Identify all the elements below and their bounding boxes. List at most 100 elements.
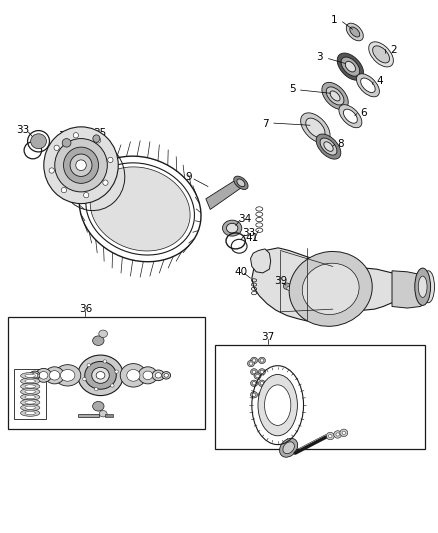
Bar (14, 369, 46, 419)
Ellipse shape (289, 252, 372, 326)
Text: 34: 34 (58, 131, 71, 141)
Bar (78, 414, 99, 417)
Ellipse shape (265, 385, 291, 425)
Ellipse shape (76, 160, 86, 171)
Text: 7: 7 (261, 119, 268, 128)
Ellipse shape (103, 360, 106, 363)
Ellipse shape (339, 104, 362, 128)
Ellipse shape (260, 382, 264, 385)
Ellipse shape (54, 365, 81, 386)
Ellipse shape (44, 127, 118, 204)
Ellipse shape (415, 268, 431, 305)
Ellipse shape (322, 83, 348, 109)
Ellipse shape (87, 364, 91, 367)
Ellipse shape (103, 180, 108, 185)
Ellipse shape (342, 431, 346, 434)
Ellipse shape (95, 138, 101, 143)
Ellipse shape (32, 373, 38, 378)
Text: 6: 6 (360, 108, 367, 118)
Ellipse shape (21, 389, 40, 395)
Ellipse shape (251, 369, 258, 375)
Ellipse shape (90, 167, 190, 251)
Ellipse shape (85, 361, 116, 389)
Ellipse shape (357, 74, 379, 97)
Ellipse shape (258, 375, 297, 436)
Bar (105, 414, 113, 417)
Ellipse shape (120, 364, 146, 387)
Ellipse shape (21, 373, 40, 379)
Ellipse shape (25, 411, 35, 415)
Ellipse shape (25, 385, 35, 388)
Ellipse shape (61, 188, 67, 193)
Polygon shape (252, 248, 402, 321)
Ellipse shape (334, 431, 342, 438)
Text: 5: 5 (289, 84, 296, 94)
Ellipse shape (247, 360, 254, 367)
Ellipse shape (108, 157, 113, 163)
Ellipse shape (78, 355, 124, 395)
Ellipse shape (39, 372, 48, 379)
Ellipse shape (316, 134, 341, 159)
Ellipse shape (83, 377, 86, 381)
Ellipse shape (350, 27, 360, 37)
Ellipse shape (127, 369, 140, 381)
Ellipse shape (260, 370, 264, 374)
Text: 8: 8 (337, 139, 344, 149)
Ellipse shape (258, 380, 265, 386)
Ellipse shape (422, 271, 434, 303)
Ellipse shape (64, 147, 99, 183)
Ellipse shape (336, 433, 339, 436)
Ellipse shape (360, 78, 375, 93)
Ellipse shape (251, 392, 258, 398)
Ellipse shape (25, 379, 35, 383)
Text: 33: 33 (242, 229, 255, 238)
Ellipse shape (25, 390, 35, 393)
Ellipse shape (326, 432, 334, 440)
Text: 34: 34 (238, 214, 251, 223)
Ellipse shape (60, 369, 75, 381)
Ellipse shape (95, 387, 98, 391)
Bar (8, 317, 205, 429)
Text: 41: 41 (245, 233, 258, 243)
Ellipse shape (373, 46, 389, 63)
Ellipse shape (254, 373, 261, 379)
Ellipse shape (330, 91, 340, 101)
Ellipse shape (320, 281, 327, 288)
Ellipse shape (21, 399, 40, 406)
Ellipse shape (302, 263, 359, 314)
Text: 35: 35 (93, 128, 106, 138)
Ellipse shape (86, 163, 194, 255)
Ellipse shape (152, 370, 164, 381)
Ellipse shape (25, 406, 35, 409)
Ellipse shape (143, 371, 152, 379)
Ellipse shape (25, 374, 35, 377)
Text: 40: 40 (234, 267, 247, 277)
Ellipse shape (92, 367, 109, 383)
Ellipse shape (345, 61, 356, 72)
Ellipse shape (84, 192, 89, 198)
Ellipse shape (226, 223, 238, 233)
Ellipse shape (300, 113, 330, 143)
Text: 36: 36 (79, 304, 92, 314)
Text: 38: 38 (312, 274, 325, 284)
Ellipse shape (21, 383, 40, 390)
Text: 39: 39 (274, 277, 287, 286)
Ellipse shape (258, 392, 265, 398)
Ellipse shape (234, 176, 248, 189)
Ellipse shape (21, 410, 40, 416)
Ellipse shape (418, 276, 427, 297)
Ellipse shape (49, 168, 54, 173)
Ellipse shape (283, 283, 290, 289)
Ellipse shape (260, 359, 264, 362)
Ellipse shape (346, 23, 364, 41)
Ellipse shape (341, 57, 360, 76)
Ellipse shape (223, 220, 242, 236)
Ellipse shape (70, 154, 92, 176)
Ellipse shape (49, 370, 60, 380)
Ellipse shape (283, 442, 294, 454)
Ellipse shape (287, 286, 291, 290)
Polygon shape (206, 179, 244, 209)
Ellipse shape (164, 374, 168, 377)
Ellipse shape (306, 118, 325, 138)
Ellipse shape (256, 374, 259, 377)
